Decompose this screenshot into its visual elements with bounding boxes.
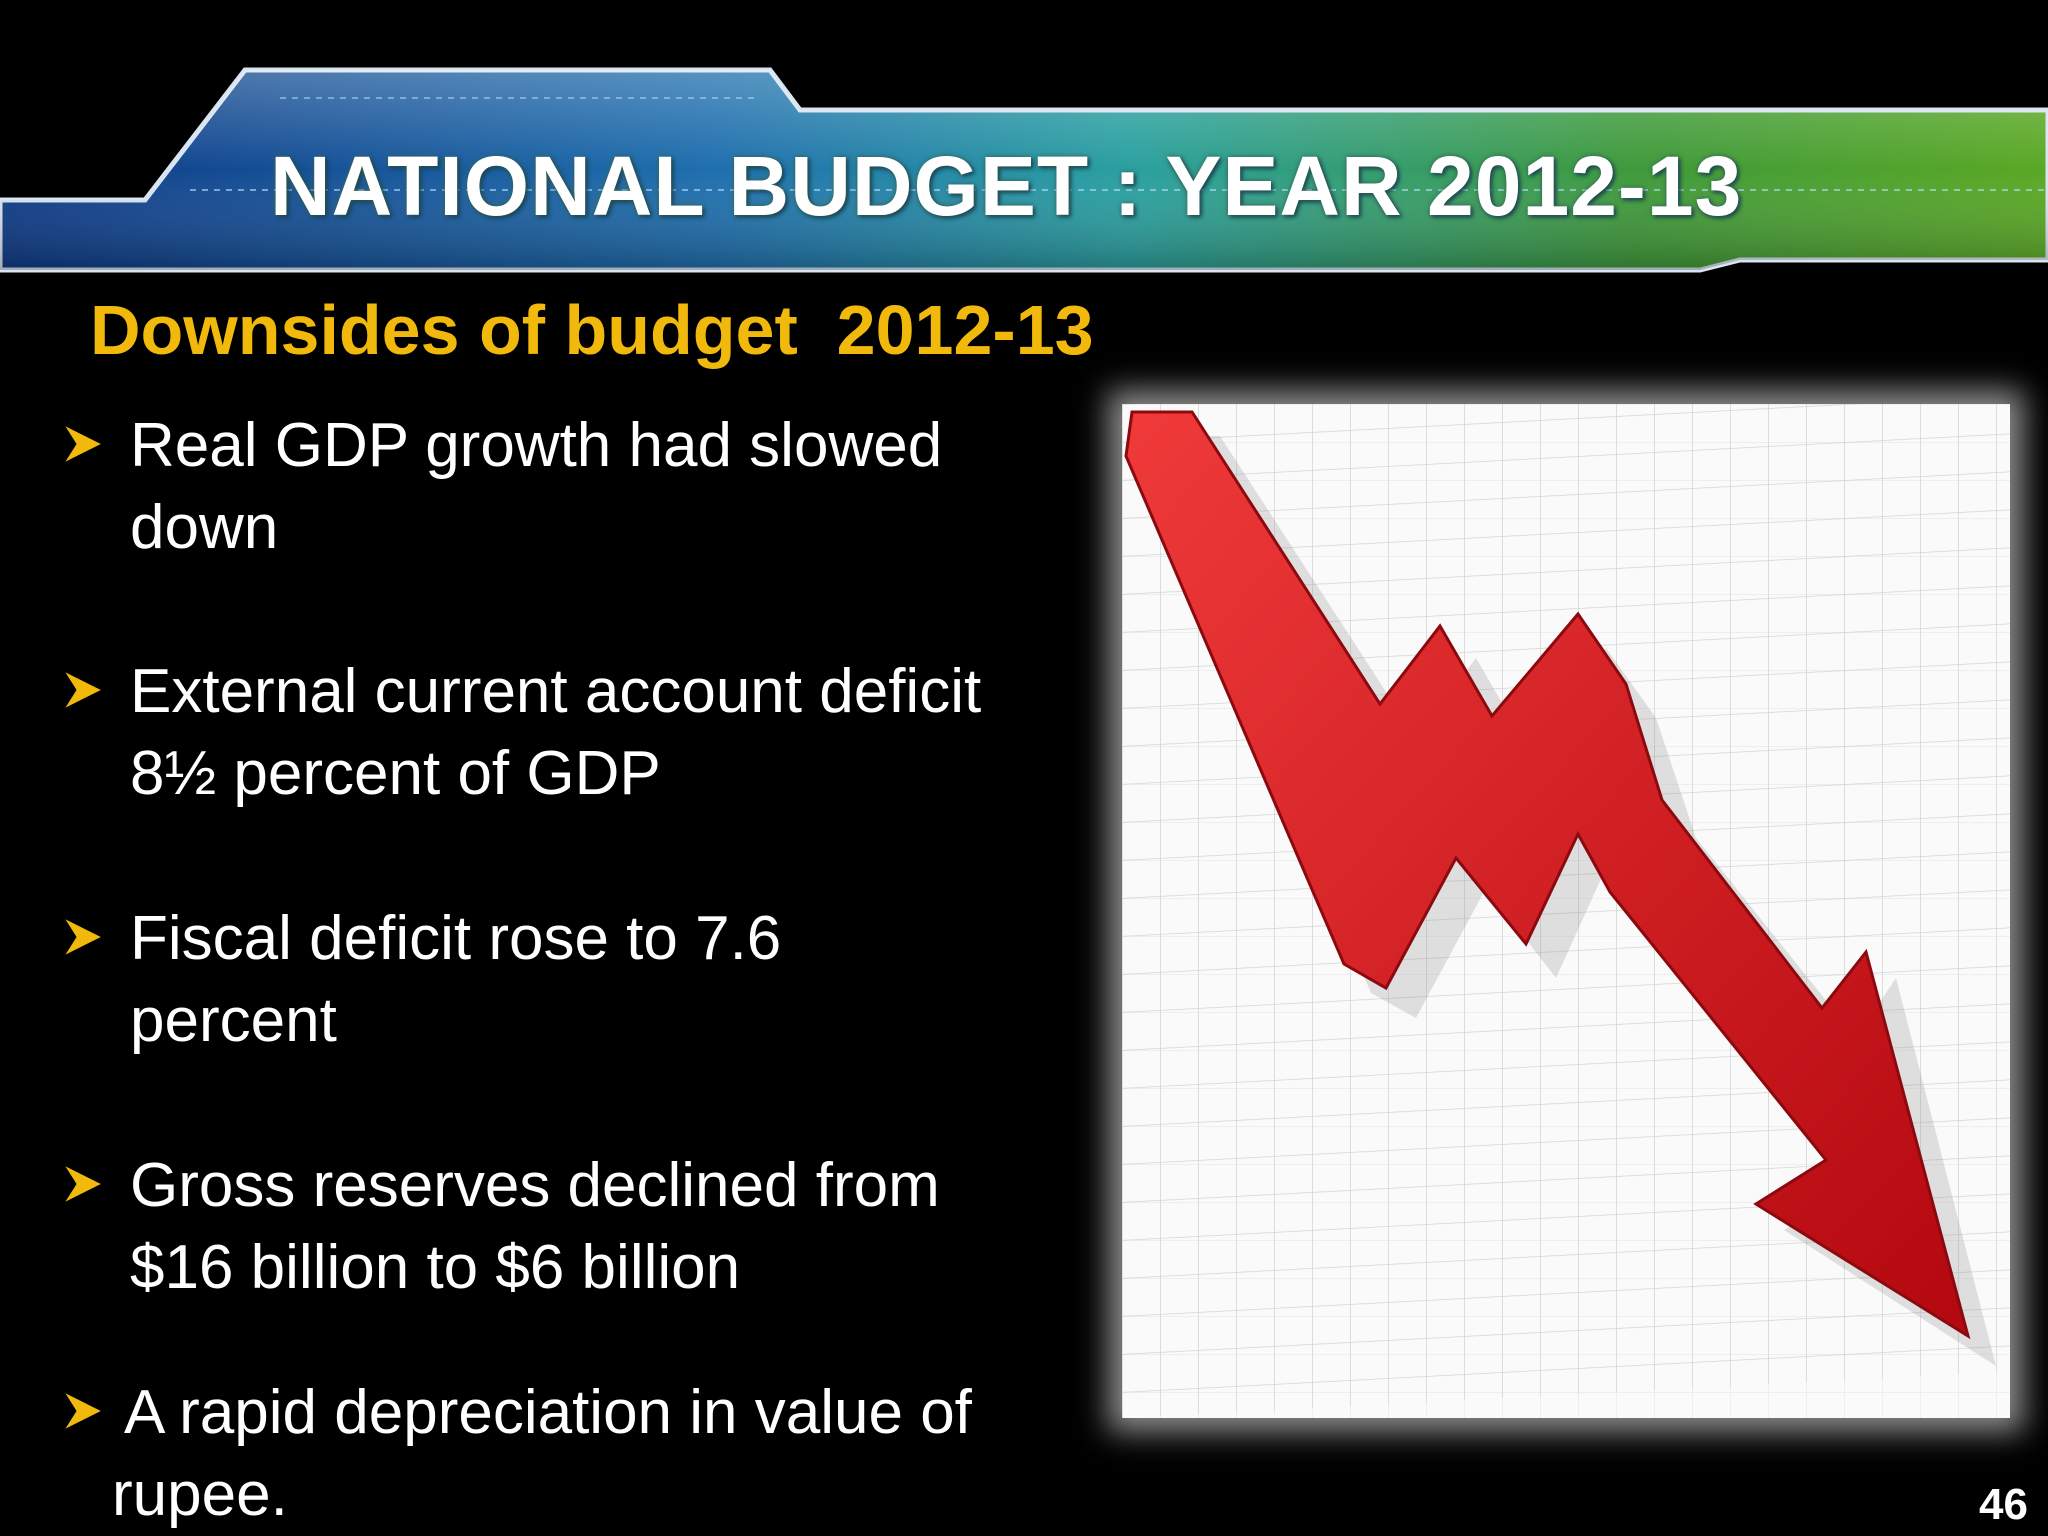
list-item-line: 8½ percent of GDP <box>130 739 661 808</box>
list-item-line: Real GDP growth had slowed <box>130 411 943 480</box>
bullet-arrow-icon <box>62 669 104 711</box>
declining-trend-arrow-icon <box>1122 404 2010 1418</box>
list-item-line: Fiscal deficit rose to 7.6 <box>130 904 782 973</box>
bullet-arrow-icon <box>62 1390 104 1432</box>
page-number: 46 <box>1979 1480 2028 1529</box>
list-item-line: rupee. <box>112 1460 288 1529</box>
list-item-line: down <box>130 493 279 562</box>
list-item-line: A rapid depreciation in value of <box>124 1378 972 1447</box>
page-title: NATIONAL BUDGET : YEAR 2012-13 <box>270 139 1743 233</box>
bullet-arrow-icon <box>62 423 104 465</box>
list-item-line: Gross reserves declined from <box>130 1151 940 1220</box>
list-item-line: percent <box>130 986 337 1055</box>
section-heading: Downsides of budget 2012-13 <box>90 291 1094 369</box>
list-item-line: External current account deficit <box>130 657 982 726</box>
declining-trend-image <box>1122 404 2010 1418</box>
header-banner <box>0 60 2048 280</box>
bullet-arrow-icon <box>62 916 104 958</box>
header-banner-graphic <box>0 67 2048 273</box>
list-item-line: $16 billion to $6 billion <box>130 1233 741 1302</box>
bullet-arrow-icon <box>62 1163 104 1205</box>
